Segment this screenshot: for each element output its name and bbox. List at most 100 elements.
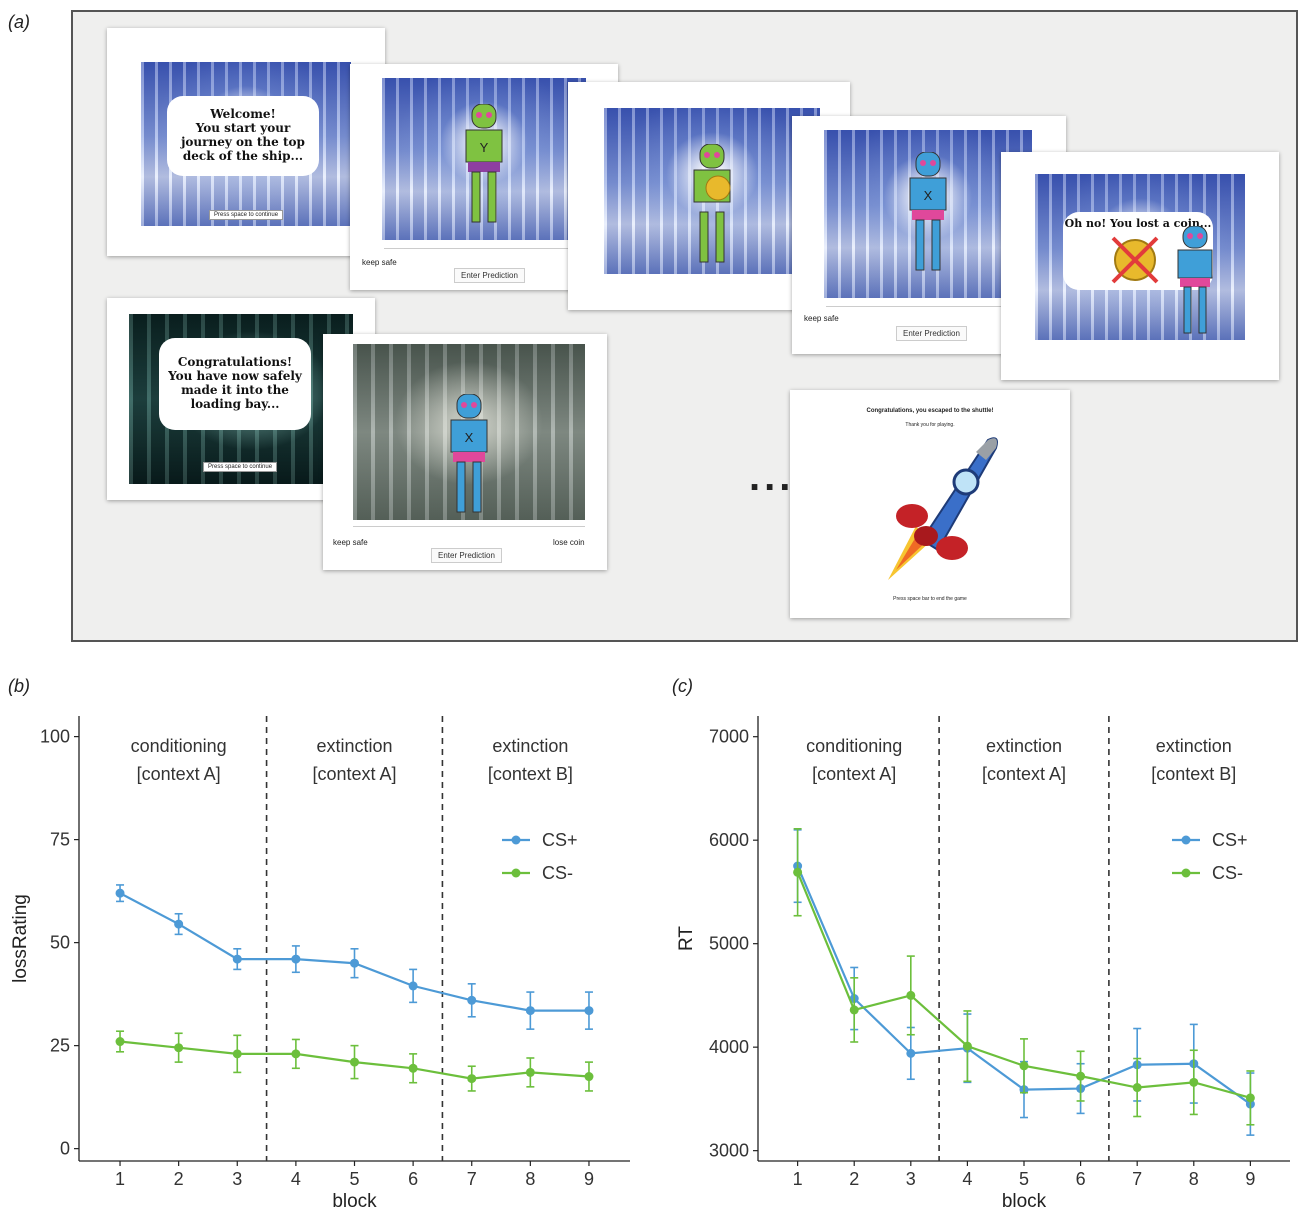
congratulations-message: Congratulations! You have now safely mad…: [159, 338, 311, 430]
data-point: [232, 954, 242, 964]
y-tick-label: 7000: [709, 727, 749, 747]
data-point: [849, 1005, 859, 1015]
phase-label: extinction: [1156, 736, 1232, 756]
prediction-slider[interactable]: [384, 248, 584, 249]
green-robot-with-coin-icon: [693, 144, 731, 263]
prediction-slider[interactable]: [353, 526, 585, 527]
panel-b-label: (b): [8, 676, 30, 696]
phase-context-label: [context B]: [488, 764, 573, 784]
legend-label: CS-: [1212, 863, 1243, 883]
y-tick-label: 3000: [709, 1141, 749, 1161]
x-tick-label: 5: [1019, 1169, 1029, 1189]
legend-label: CS+: [542, 830, 578, 850]
x-tick-label: 6: [408, 1169, 418, 1189]
panel-a-label: (a): [8, 12, 30, 32]
data-point: [115, 1037, 125, 1047]
data-point: [525, 1006, 535, 1016]
robot-x-label: X: [465, 430, 474, 445]
data-point: [291, 1049, 301, 1059]
loading-bay-scene: Congratulations! You have now safely mad…: [129, 314, 353, 484]
phase-label: conditioning: [131, 736, 227, 756]
data-point: [1189, 1077, 1199, 1087]
phase-context-label: [context A]: [137, 764, 221, 784]
data-point: [793, 867, 803, 877]
rt-chart: 3000 4000 5000 6000 7000 1 2 3 4 5 6 7 8 9 block RT cond…: [676, 716, 1290, 1212]
data-point: [408, 981, 418, 991]
phase-context-label: [context A]: [982, 764, 1066, 784]
enter-prediction-button[interactable]: Enter Prediction: [896, 326, 967, 341]
data-point: [350, 1057, 359, 1067]
x-tick-label: 1: [793, 1169, 803, 1189]
data-point: [350, 958, 359, 968]
phase-context-label: [context B]: [1151, 764, 1236, 784]
prediction-slider[interactable]: [826, 306, 1030, 307]
spaceship-scene: Y: [382, 78, 586, 240]
data-point: [584, 1072, 594, 1082]
phase-context-label: [context A]: [312, 764, 396, 784]
x-tick-label: 7: [1132, 1169, 1142, 1189]
y-tick-label: 6000: [709, 830, 749, 850]
data-point: [291, 954, 301, 964]
y-tick-label: 100: [40, 727, 70, 747]
data-point: [232, 1049, 242, 1059]
x-tick-label: 5: [349, 1169, 359, 1189]
phase-label: extinction: [986, 736, 1062, 756]
x-tick-label: 3: [232, 1169, 242, 1189]
blue-robot-icon: X: [450, 394, 488, 513]
spaceship-scene: Welcome! You start your journey on the t…: [141, 62, 351, 226]
data-point: [906, 990, 916, 1000]
welcome-screen-card: Welcome! You start your journey on the t…: [107, 28, 385, 256]
phase-label: conditioning: [806, 736, 902, 756]
shuttle-escape-card: Congratulations, you escaped to the shut…: [790, 390, 1070, 618]
legend-marker: [511, 868, 521, 878]
keep-safe-label: keep safe: [804, 314, 839, 323]
data-point: [174, 1043, 184, 1053]
legend-marker: [1181, 835, 1191, 845]
x-axis-label: block: [332, 1191, 377, 1212]
data-point: [174, 919, 184, 929]
blue-robot-icon: X: [909, 152, 947, 271]
lose-coin-label: lose coin: [553, 538, 585, 547]
rocket-icon: [888, 437, 998, 580]
data-point: [408, 1063, 418, 1073]
welcome-message: Welcome! You start your journey on the t…: [167, 96, 319, 176]
x-axis-label: block: [1002, 1191, 1047, 1212]
keep-safe-label: keep safe: [333, 538, 368, 547]
phase-label: extinction: [492, 736, 568, 756]
loss-rating-chart: 0 25 50 75 100 1 2 3 4 5 6 7 8 9 block lossRating condit…: [10, 716, 630, 1212]
data-point: [1076, 1071, 1086, 1081]
data-point: [1019, 1061, 1029, 1071]
x-tick-label: 3: [906, 1169, 916, 1189]
green-robot-icon: Y: [465, 104, 503, 223]
x-tick-label: 9: [1245, 1169, 1255, 1189]
data-point: [584, 1006, 594, 1016]
phase-label: extinction: [316, 736, 392, 756]
x-tick-label: 4: [962, 1169, 972, 1189]
y-tick-label: 4000: [709, 1037, 749, 1057]
data-point: [1245, 1093, 1255, 1103]
x-tick-label: 8: [525, 1169, 535, 1189]
robot-y-label: Y: [480, 140, 489, 155]
data-point: [467, 1074, 477, 1084]
end-game-prompt: Press space bar to end the game: [893, 596, 967, 602]
y-axis-label: lossRating: [10, 894, 31, 983]
y-tick-label: 25: [50, 1036, 70, 1056]
y-axis-label: RT: [676, 926, 697, 951]
data-point: [906, 1048, 916, 1058]
shuttle-subtitle: Thank you for playing.: [905, 422, 955, 428]
x-tick-label: 2: [174, 1169, 184, 1189]
legend-label: CS+: [1212, 830, 1248, 850]
shuttle-title: Congratulations, you escaped to the shut…: [866, 408, 994, 414]
spaceship-scene: [604, 108, 820, 274]
x-tick-label: 2: [849, 1169, 859, 1189]
y-tick-label: 50: [50, 933, 70, 953]
data-point: [1132, 1083, 1142, 1093]
robot-x-label: X: [924, 188, 933, 203]
more-screens-ellipsis: ...: [749, 455, 795, 499]
data-point: [525, 1067, 535, 1077]
enter-prediction-button[interactable]: Enter Prediction: [454, 268, 525, 283]
enter-prediction-button[interactable]: Enter Prediction: [431, 548, 502, 563]
context-b-prediction-card: X keep safe lose coin Enter Prediction: [323, 334, 607, 570]
continue-prompt: Press space to continue: [209, 210, 284, 220]
continue-prompt: Press space to continue: [203, 462, 278, 472]
